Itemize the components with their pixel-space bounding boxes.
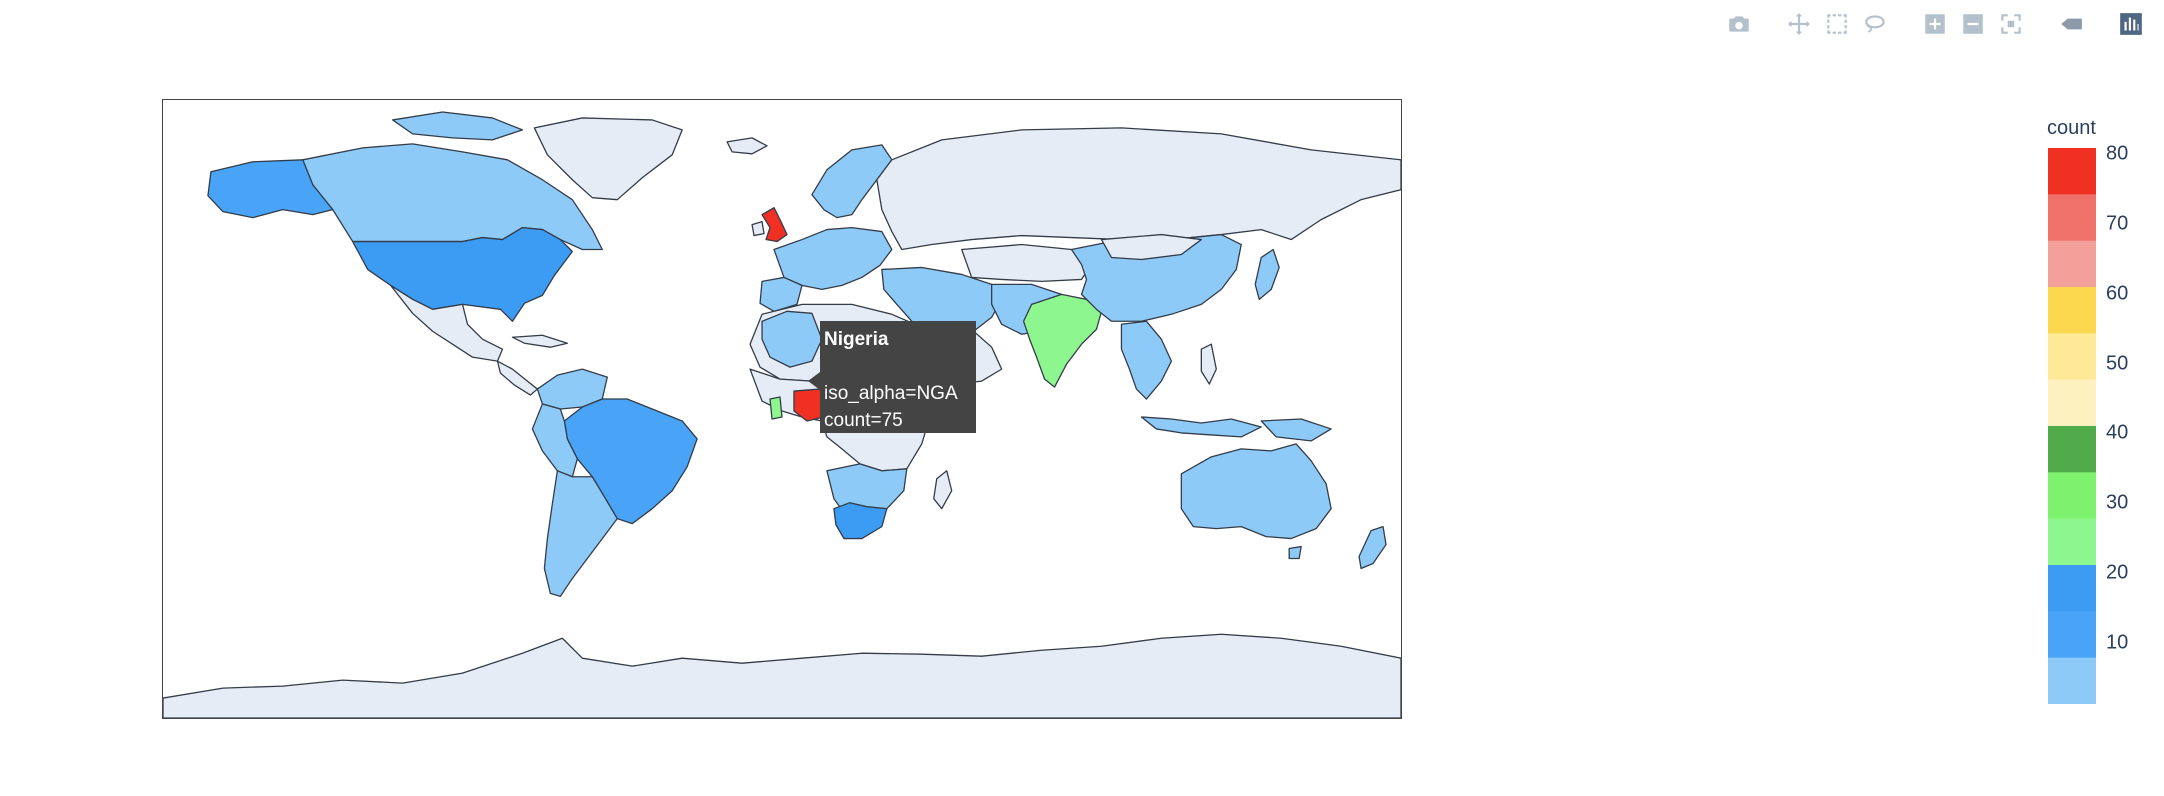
colorbar-ticks: 80 70 60 50 40 30 20 10 [2106,143,2156,704]
country-tasmania[interactable] [1288,545,1302,560]
colorbar-gradient [2048,148,2096,704]
colorbar-band [2048,148,2096,195]
colorbar-tick-label: 80 [2106,142,2129,165]
country-southeast-asia[interactable] [1120,320,1173,400]
country-central-america[interactable] [496,360,539,396]
colorbar-tick-label: 70 [2106,212,2129,235]
colorbar-band [2048,333,2096,381]
country-greenland[interactable] [533,117,683,201]
country-cuba[interactable] [511,334,568,348]
colorbar-band [2048,240,2096,288]
country-india[interactable] [1022,293,1103,388]
zoom-out-icon [1963,14,1983,34]
country-algeria[interactable] [761,310,823,368]
plotly-logo-link[interactable] [2112,8,2150,40]
country-mexico[interactable] [389,284,504,362]
zoom-in-button[interactable] [1916,8,1954,40]
modebar-group-hover [2052,8,2090,40]
camera-icon [1729,16,1749,32]
colorbar-band [2048,518,2096,566]
download-plot-button[interactable] [1720,8,1758,40]
country-indonesia[interactable] [1140,416,1262,438]
hover-closest-button[interactable] [2052,8,2090,40]
colorbar-tick-label: 30 [2106,491,2129,514]
modebar-group-drag [1780,8,1894,40]
zoom-in-icon [1925,14,1945,34]
country-japan[interactable] [1254,248,1280,301]
country-new-zealand[interactable] [1358,525,1387,570]
modebar [1698,8,2150,40]
country-ghana[interactable] [769,396,783,420]
tooltip-count: count=75 [824,410,903,431]
colorbar-tick-label: 50 [2106,352,2129,375]
country-russia[interactable] [876,127,1401,251]
geo-map[interactable] [162,99,1402,719]
colorbar [2048,148,2096,704]
colorbar-tick-label: 40 [2106,421,2129,444]
colorbar-title: count [2047,117,2096,139]
colorbar-tick-label: 60 [2106,282,2129,305]
country-iceland[interactable] [726,137,768,155]
reset-view-button[interactable] [1992,8,2030,40]
zoom-out-button[interactable] [1954,8,1992,40]
country-alaska[interactable] [207,159,334,219]
reset-view-icon [2001,14,2021,34]
country-madagascar[interactable] [933,470,953,510]
country-mongolia[interactable] [1100,233,1202,261]
modebar-group-logo [2112,8,2150,40]
world-map[interactable] [163,100,1401,718]
country-western-europe[interactable] [773,226,893,291]
country-argentina[interactable] [543,470,618,598]
colorbar-band [2048,287,2096,334]
colorbar-band [2048,611,2096,659]
plotly-logo-icon [2120,13,2142,35]
hover-closest-icon [2061,18,2082,30]
pan-button[interactable] [1780,8,1818,40]
tooltip-arrow [808,372,820,390]
country-canada-islands[interactable] [391,111,524,141]
colorbar-tick-label: 20 [2106,561,2129,584]
colorbar-band [2048,472,2096,520]
colorbar-band [2048,426,2096,473]
lasso-select-icon [1865,15,1885,33]
hover-tooltip: Nigeria iso_alpha=NGA count=75 [820,321,976,433]
country-new-guinea[interactable] [1260,418,1332,442]
country-ireland[interactable] [751,220,765,237]
colorbar-band [2048,657,2096,704]
country-south-africa[interactable] [833,502,888,540]
modebar-group-export [1720,8,1758,40]
tooltip-iso-alpha: iso_alpha=NGA [824,383,958,404]
country-philippines[interactable] [1200,343,1217,385]
colorbar-band [2048,565,2096,612]
tooltip-title: Nigeria [824,329,889,350]
colorbar-band [2048,379,2096,427]
country-spain[interactable] [759,276,803,312]
country-central-asia[interactable] [961,243,1093,283]
continent-antarctica[interactable] [163,633,1401,718]
box-select-icon [1827,14,1847,34]
country-united-kingdom[interactable] [761,207,788,243]
colorbar-tick-label: 10 [2106,631,2129,654]
tooltip-spacer [824,353,972,380]
box-select-button[interactable] [1818,8,1856,40]
colorbar-band [2048,194,2096,242]
modebar-group-zoom [1916,8,2030,40]
pan-icon [1788,13,1810,35]
country-peru[interactable] [531,403,578,478]
lasso-select-button[interactable] [1856,8,1894,40]
country-australia[interactable] [1180,443,1332,540]
